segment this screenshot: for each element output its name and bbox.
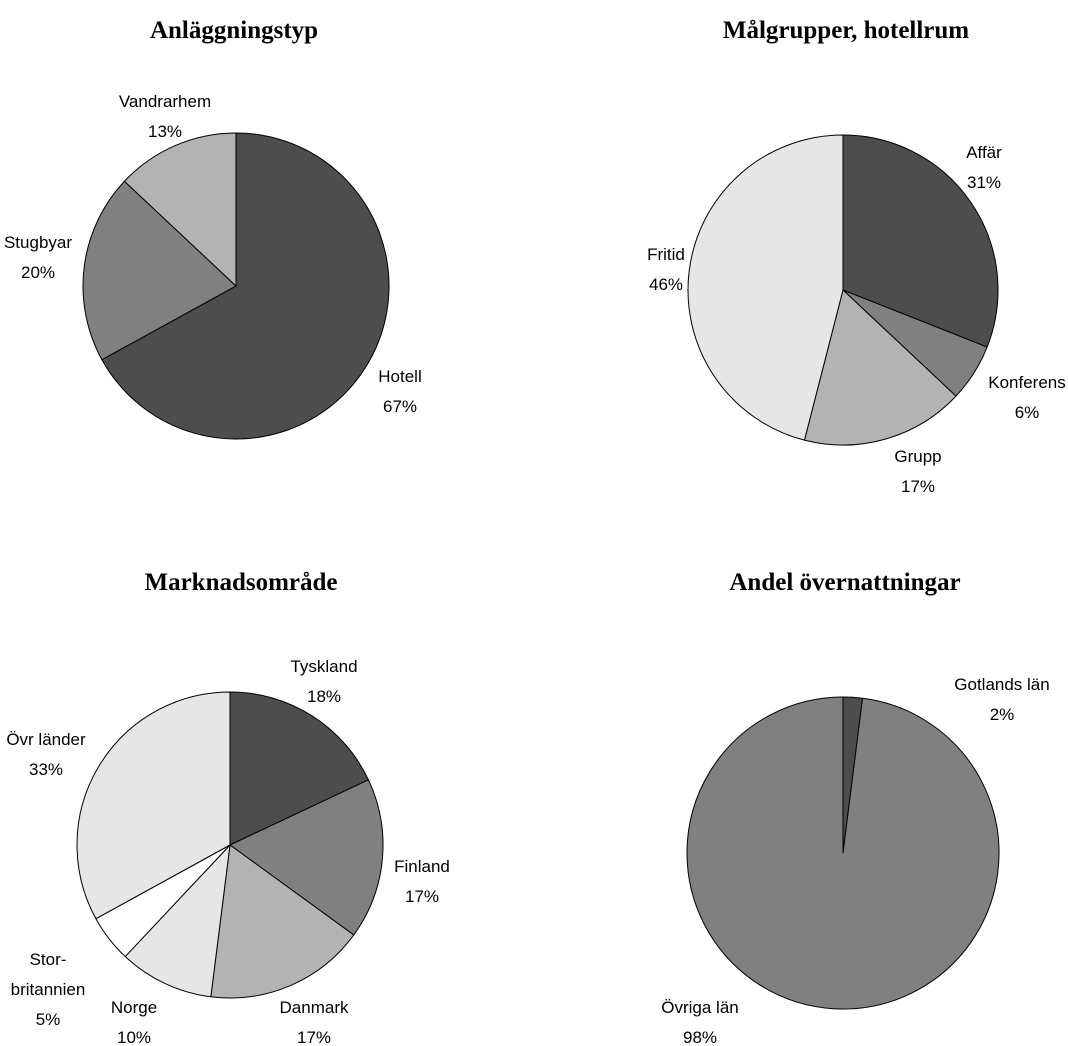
pie-slice-danmark: [210, 844, 355, 999]
slice-label-percent: 20%: [21, 263, 55, 282]
slice-label-name: Vandrarhem: [119, 92, 211, 111]
slice-label-ovriga-lan: Övriga län 98%: [661, 998, 738, 1046]
slice-label-percent: 17%: [405, 887, 439, 906]
slice-label-name: Gotlands län: [954, 675, 1049, 694]
pie-slice-vandrarhem: [123, 132, 237, 288]
slice-label-name: Konferens: [988, 373, 1066, 392]
slice-label-gotlands-lan: Gotlands län 2%: [954, 675, 1049, 724]
pie-slice-norge: [124, 843, 231, 998]
slice-label-percent: 46%: [649, 275, 683, 294]
slice-label-name: Danmark: [280, 998, 349, 1017]
pie-chart-malgrupper-hotellrum: Målgrupper, hotellrum Affär 31% Konferens 6%…: [647, 17, 1066, 496]
slice-label-percent: 67%: [383, 397, 417, 416]
pie-slice-hotell: [101, 132, 390, 440]
slice-label-percent: 98%: [683, 1028, 717, 1046]
slice-label-ovr-lander: Övr länder 33%: [6, 730, 86, 779]
slice-label-name: Finland: [394, 857, 450, 876]
slice-label-hotell: Hotell 67%: [378, 367, 421, 416]
slice-label-percent: 5%: [36, 1010, 61, 1029]
pie-slice-stugbyar: [82, 180, 237, 361]
slice-label-percent: 17%: [297, 1028, 331, 1046]
pie-slice-fritid: [687, 134, 844, 441]
slice-label-name: Hotell: [378, 367, 421, 386]
chart-title: Andel övernattningar: [729, 569, 960, 596]
pie-chart-marknadsomrade: MarknadsområdeTyskland18%Finland17%Danma…: [6, 569, 450, 1046]
pie-chart-anlaggningstyp: Anläggningstyp Hotell 67% Stugbyar 20% Vandra…: [4, 17, 422, 440]
slice-label-name: Tyskland: [290, 657, 357, 676]
slice-label-konferens: Konferens 6%: [988, 373, 1066, 422]
slice-label-name: Affär: [966, 143, 1002, 162]
slice-label-name: Grupp: [894, 447, 941, 466]
slice-label-name: Stor-: [30, 950, 67, 969]
pie-slice-finland: [229, 779, 384, 936]
slice-label-tyskland: Tyskland 18%: [290, 657, 357, 706]
slice-label-name: Stugbyar: [4, 233, 72, 252]
slice-label-percent: 2%: [990, 705, 1015, 724]
pie-chart-andel-overnattningar: Andel övernattningar Gotlands län 2% Övriga…: [661, 569, 1049, 1046]
slice-label-percent: 17%: [901, 477, 935, 496]
slice-label-percent: 6%: [1015, 403, 1040, 422]
slice-label-name: britannien: [11, 980, 86, 999]
slice-label-percent: 33%: [29, 760, 63, 779]
slice-label-percent: 18%: [307, 687, 341, 706]
slice-label-percent: 31%: [967, 173, 1001, 192]
slice-label-name: Övriga län: [661, 998, 738, 1017]
chart-title: Marknadsområde: [144, 569, 337, 596]
pie-slice-affar: [842, 134, 999, 348]
slice-label-name: Fritid: [647, 245, 685, 264]
slice-label-percent: 10%: [117, 1028, 151, 1046]
slice-label-percent: 13%: [148, 122, 182, 141]
pie-slice-grupp: [803, 289, 957, 446]
pie-slice-tyskland: [229, 691, 370, 846]
pie-slice-ovr-lander: [76, 691, 231, 920]
slice-label-storbritannien: Stor-britannien 5%: [11, 950, 86, 1029]
slice-label-grupp: Grupp 17%: [894, 447, 941, 496]
slice-label-affar: Affär 31%: [966, 143, 1002, 192]
slice-label-norge: Norge 10%: [111, 998, 157, 1046]
slice-label-finland: Finland 17%: [394, 857, 450, 906]
slice-label-danmark: Danmark 17%: [280, 998, 349, 1046]
slice-label-vandrarhem: Vandrarhem 13%: [119, 92, 211, 141]
pie-slice-ovriga-lan: [686, 696, 1000, 1010]
slice-label-stugbyar: Stugbyar 20%: [4, 233, 72, 282]
chart-title: Anläggningstyp: [150, 17, 318, 44]
slice-label-name: Övr länder: [6, 730, 86, 749]
chart-title: Målgrupper, hotellrum: [723, 17, 969, 44]
slice-label-name: Norge: [111, 998, 157, 1017]
slice-label-fritid: Fritid 46%: [647, 245, 685, 294]
